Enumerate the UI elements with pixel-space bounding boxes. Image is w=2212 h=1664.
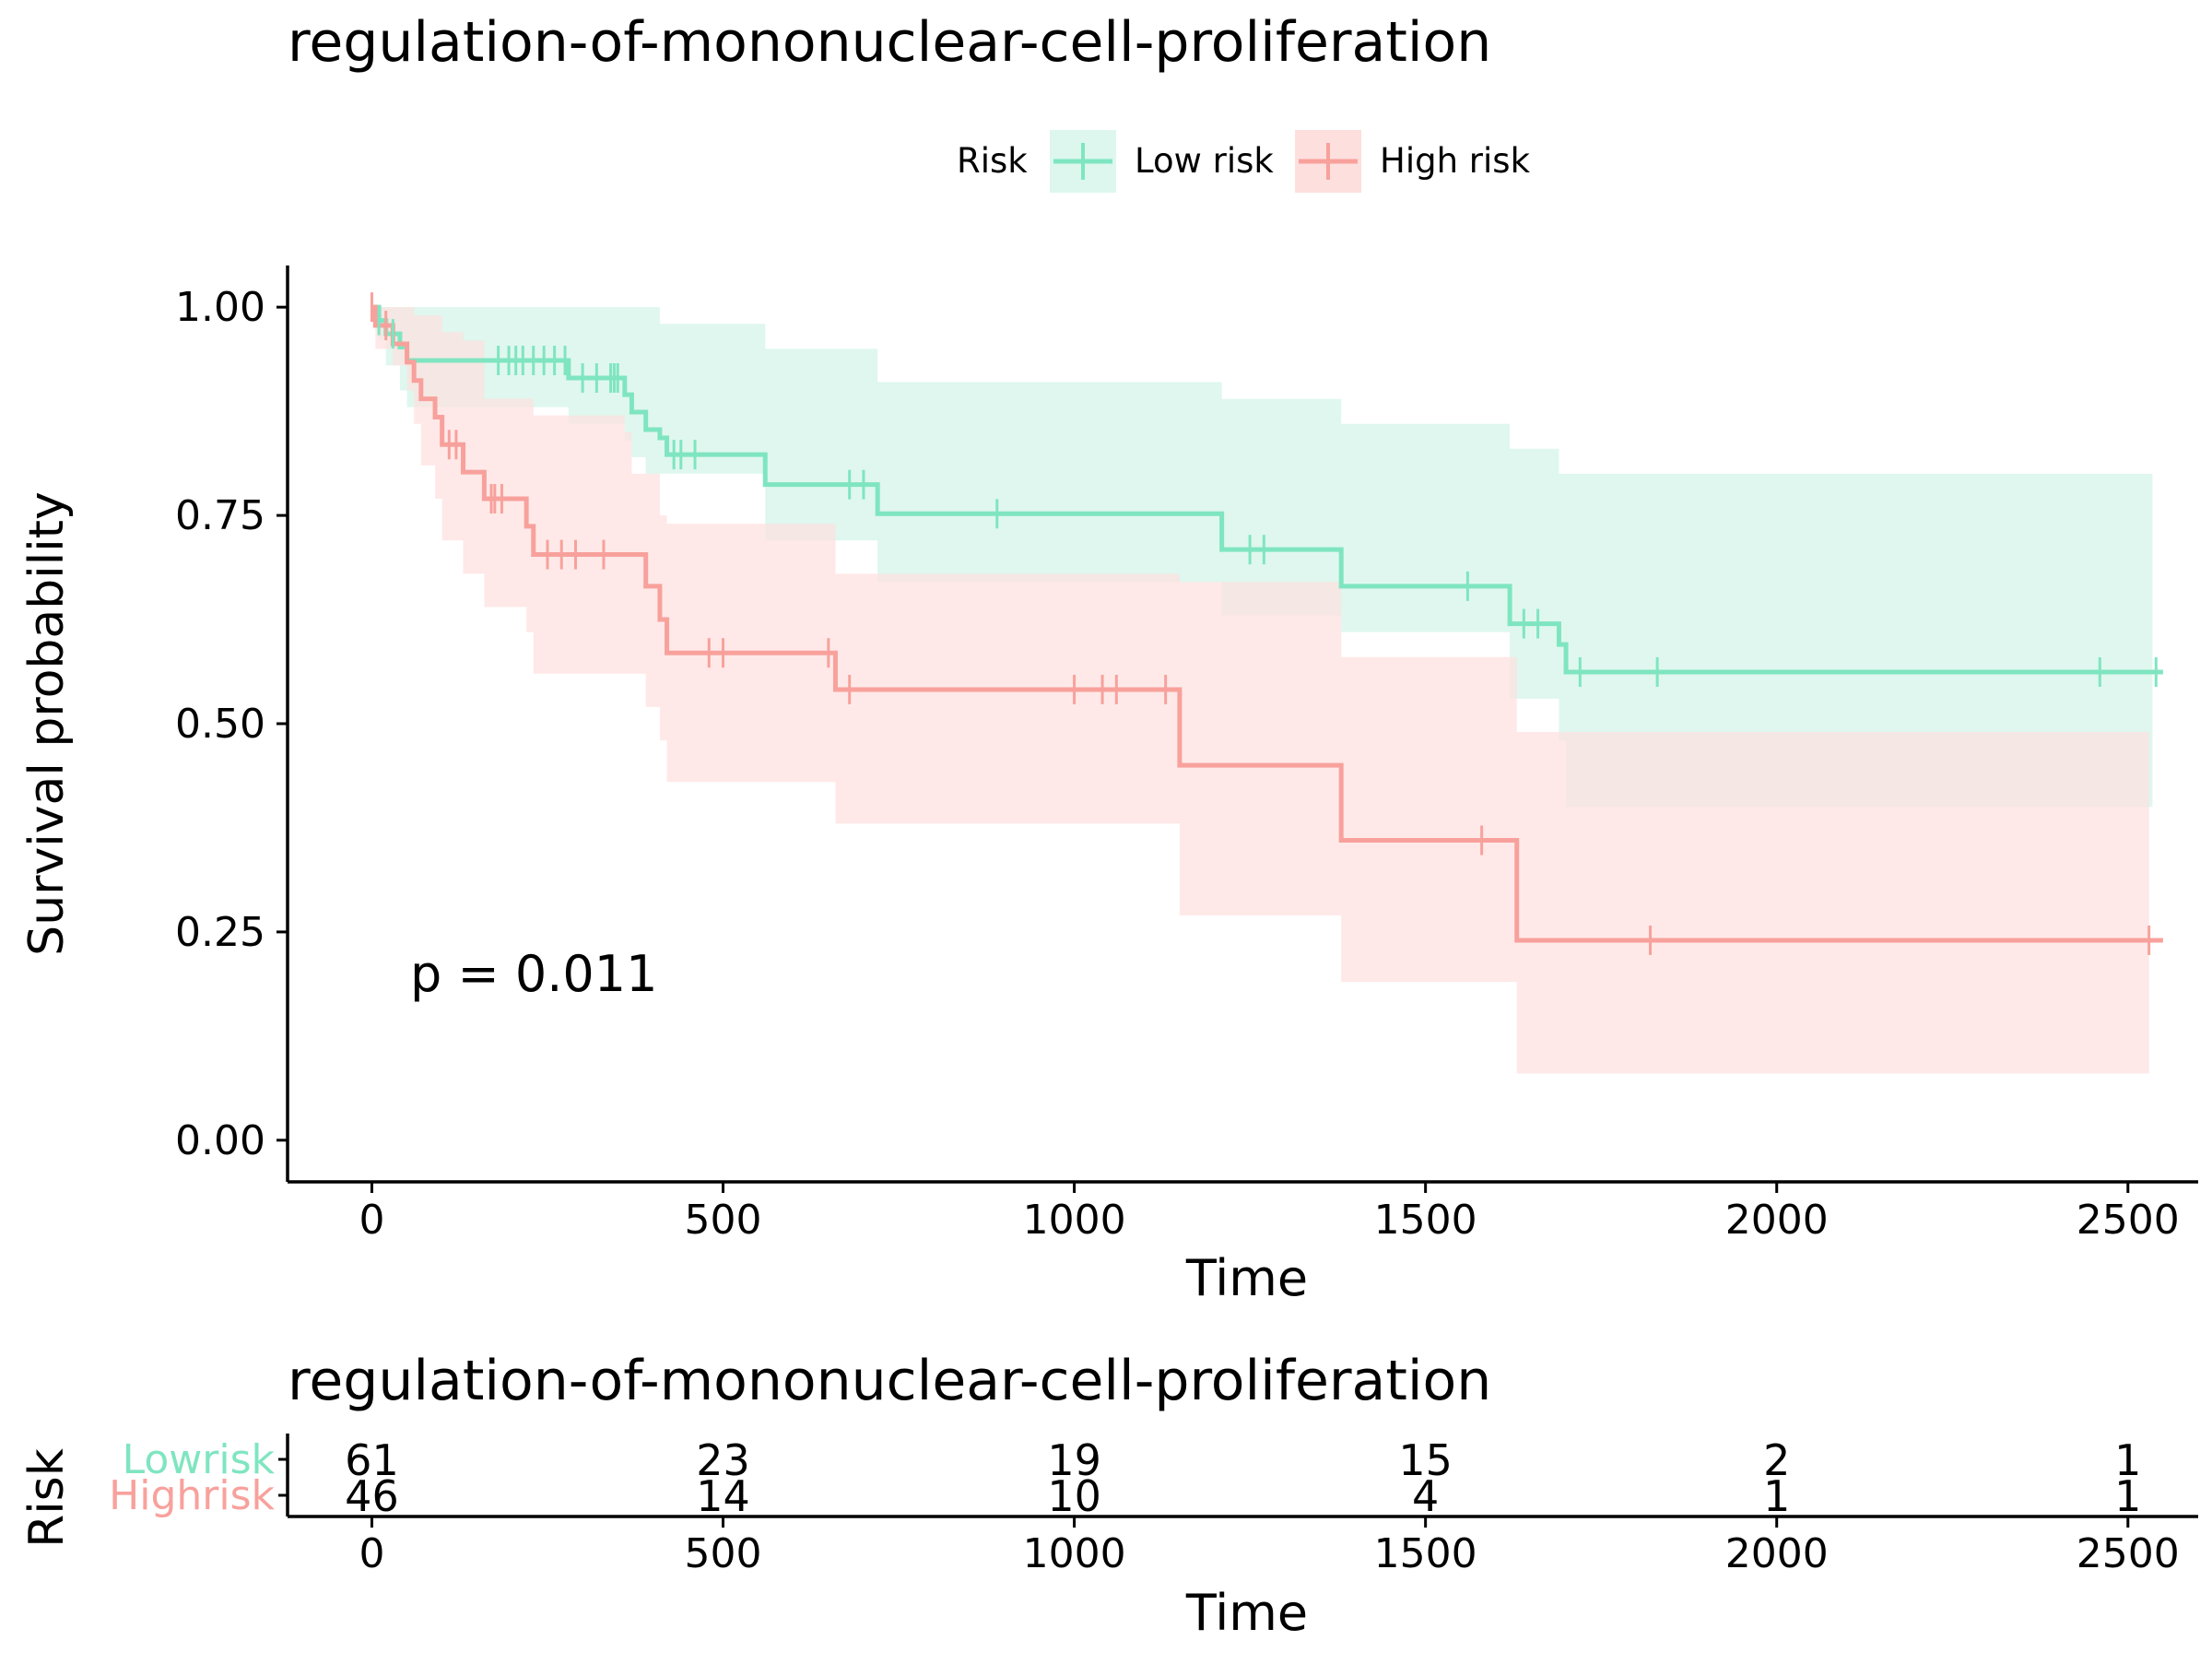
confidence-bands [371, 307, 2153, 1074]
y-tick-label: 0.75 [175, 492, 265, 539]
risk-table-count: 19 [1047, 1435, 1101, 1485]
y-tick-label: 0.00 [175, 1117, 265, 1164]
plot-axes: 0 500 1000 1500 2000 2500 0.00 0.25 0.50 0.75 1.00 [175, 266, 2198, 1244]
risk-table-count: 61 [345, 1435, 399, 1485]
chart-title: regulation-of-mononuclear-cell-prolifera… [288, 10, 1491, 75]
risk-table-count: 15 [1398, 1435, 1453, 1485]
legend: Risk Low risk High risk [957, 130, 1531, 193]
risk-table-count: 1 [2114, 1471, 2141, 1521]
risk-table-title: regulation-of-mononuclear-cell-prolifera… [288, 1349, 1491, 1413]
risk-table-count: 2 [1763, 1435, 1790, 1485]
risk-table-y-axis-label: Risk [19, 1448, 75, 1548]
risk-table-count: 46 [345, 1471, 399, 1521]
legend-label-high-risk: High risk [1380, 141, 1531, 181]
risk-table-row-label: Highrisk [109, 1472, 275, 1519]
risk-table-x-tick-label: 2500 [2077, 1530, 2180, 1577]
risk-table-count: 4 [1412, 1471, 1439, 1521]
risk-table-x-tick-label: 1500 [1374, 1530, 1477, 1577]
confidence-band-high-risk [371, 307, 2149, 1074]
x-tick-label: 2500 [2077, 1197, 2180, 1244]
risk-table-x-axis-label: Time [1185, 1584, 1308, 1642]
censor-marks [370, 292, 2158, 955]
survival-curves [371, 304, 2163, 943]
risk-table-count: 23 [696, 1435, 750, 1485]
risk-table-count: 14 [696, 1471, 750, 1521]
risk-table-count: 1 [2114, 1435, 2141, 1485]
y-tick-label: 0.25 [175, 909, 265, 956]
legend-label-low-risk: Low risk [1135, 141, 1274, 181]
risk-table-x-tick-label: 500 [685, 1530, 762, 1577]
risk-table-x-tick-label: 2000 [1725, 1530, 1829, 1577]
survival-plot: 0 500 1000 1500 2000 2500 0.00 0.25 0.50 0.75 1.00 [175, 266, 2198, 1244]
x-tick-label: 0 [359, 1197, 384, 1244]
y-tick-label: 1.00 [175, 284, 265, 331]
confidence-band-low-risk [371, 307, 2153, 808]
x-tick-label: 1500 [1374, 1197, 1477, 1244]
x-axis-label: Time [1185, 1249, 1308, 1307]
p-value-annotation: p = 0.011 [410, 945, 657, 1003]
y-axis-label: Survival probability [19, 491, 75, 956]
x-tick-label: 500 [685, 1197, 762, 1244]
risk-table-count: 10 [1047, 1471, 1101, 1521]
risk-table-x-tick-label: 0 [359, 1530, 384, 1577]
legend-title: Risk [957, 141, 1028, 181]
risk-table-x-tick-label: 1000 [1023, 1530, 1126, 1577]
risk-table-row-label: Lowrisk [123, 1436, 276, 1483]
x-tick-label: 2000 [1725, 1197, 1829, 1244]
x-tick-label: 1000 [1023, 1197, 1126, 1244]
y-tick-label: 0.50 [175, 701, 265, 748]
survival-curve-high-risk [371, 304, 2163, 943]
risk-table-count: 1 [1763, 1471, 1790, 1521]
